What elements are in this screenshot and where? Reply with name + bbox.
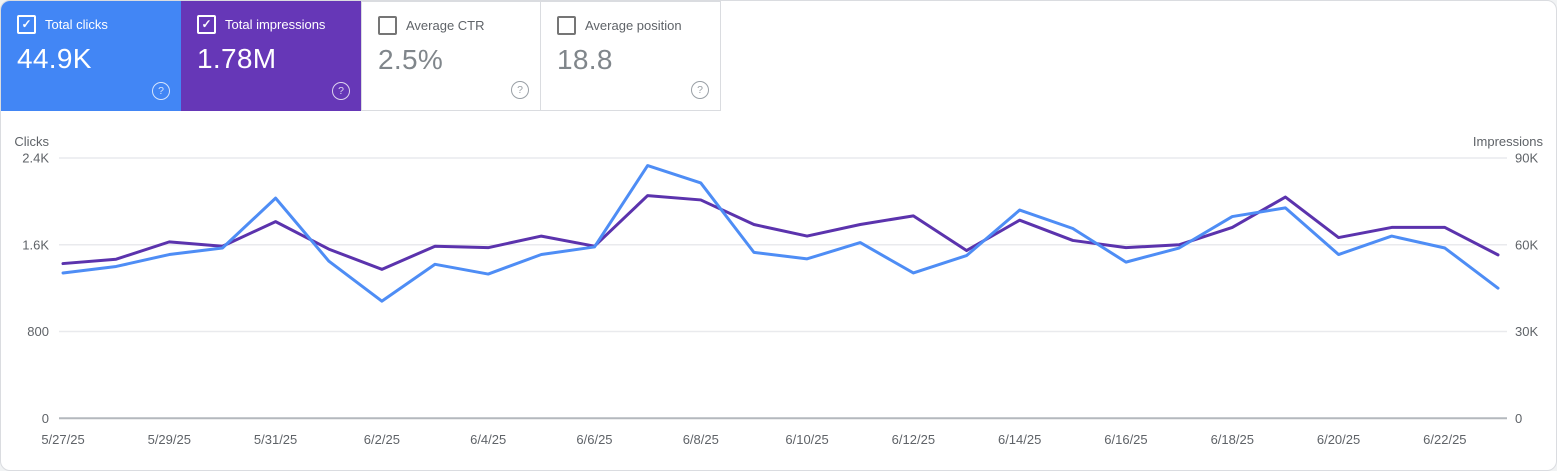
card-value: 2.5% <box>378 44 444 75</box>
right-axis-tick: 30K <box>1515 324 1538 339</box>
card-value: 18.8 <box>557 44 613 75</box>
checkbox-checked-icon[interactable]: ✓ <box>197 15 216 34</box>
card-value: 44.9K <box>17 43 92 74</box>
help-icon[interactable]: ? <box>511 81 529 99</box>
x-axis-date-label: 5/31/25 <box>254 432 297 447</box>
x-axis-date-label: 6/8/25 <box>683 432 719 447</box>
right-axis-tick: 60K <box>1515 237 1538 252</box>
left-axis-tick: 0 <box>42 411 49 426</box>
metric-cards: ✓ Total clicks 44.9K ? ✓ Total impressio… <box>1 1 721 111</box>
card-label: Total impressions <box>225 17 326 32</box>
left-axis-tick: 800 <box>27 324 49 339</box>
left-axis-tick: 2.4K <box>22 151 49 166</box>
help-icon[interactable]: ? <box>691 81 709 99</box>
x-axis-date-label: 6/18/25 <box>1211 432 1254 447</box>
left-axis-tick: 1.6K <box>22 237 49 252</box>
check-icon: ✓ <box>201 16 212 31</box>
x-axis-date-label: 6/10/25 <box>785 432 828 447</box>
x-axis-date-label: 5/27/25 <box>41 432 84 447</box>
x-axis-date-label: 6/12/25 <box>892 432 935 447</box>
card-header: Average position <box>557 16 704 35</box>
metric-card-total-impressions[interactable]: ✓ Total impressions 1.78M ? <box>181 1 361 111</box>
checkbox-checked-icon[interactable]: ✓ <box>17 15 36 34</box>
card-header: ✓ Total clicks <box>17 15 165 34</box>
x-axis-date-label: 6/14/25 <box>998 432 1041 447</box>
check-icon: ✓ <box>21 16 32 31</box>
metric-card-average-position[interactable]: Average position 18.8 ? <box>541 1 721 111</box>
right-axis-tick: 90K <box>1515 151 1538 166</box>
card-value: 1.78M <box>197 43 277 74</box>
right-axis-title: Impressions <box>1473 134 1544 149</box>
impressions-line[interactable] <box>61 194 1500 271</box>
checkbox-unchecked-icon[interactable] <box>557 16 576 35</box>
x-axis-date-label: 6/4/25 <box>470 432 506 447</box>
x-axis-date-label: 6/2/25 <box>364 432 400 447</box>
x-axis-date-label: 6/16/25 <box>1104 432 1147 447</box>
performance-chart[interactable]: 0 0 800 30K 1.6K 60K 2.4K 90K Clicks Impressions 5… <box>1 126 1556 470</box>
card-label: Average position <box>585 18 682 33</box>
help-icon[interactable]: ? <box>152 82 170 100</box>
x-axis-date-label: 6/6/25 <box>576 432 612 447</box>
x-axis-date-label: 6/20/25 <box>1317 432 1360 447</box>
x-axis-date-label: 6/22/25 <box>1423 432 1466 447</box>
left-axis-title: Clicks <box>14 134 49 149</box>
card-header: Average CTR <box>378 16 524 35</box>
clicks-line[interactable] <box>61 164 1500 303</box>
checkbox-unchecked-icon[interactable] <box>378 16 397 35</box>
metric-card-total-clicks[interactable]: ✓ Total clicks 44.9K ? <box>1 1 181 111</box>
card-header: ✓ Total impressions <box>197 15 345 34</box>
right-axis-tick: 0 <box>1515 411 1522 426</box>
x-axis-date-label: 5/29/25 <box>148 432 191 447</box>
help-icon[interactable]: ? <box>332 82 350 100</box>
clicks-impressions-line-chart[interactable]: 0 0 800 30K 1.6K 60K 2.4K 90K Clicks Impressions 5… <box>1 126 1556 470</box>
card-label: Average CTR <box>406 18 485 33</box>
card-label: Total clicks <box>45 17 108 32</box>
metric-card-average-ctr[interactable]: Average CTR 2.5% ? <box>361 1 541 111</box>
